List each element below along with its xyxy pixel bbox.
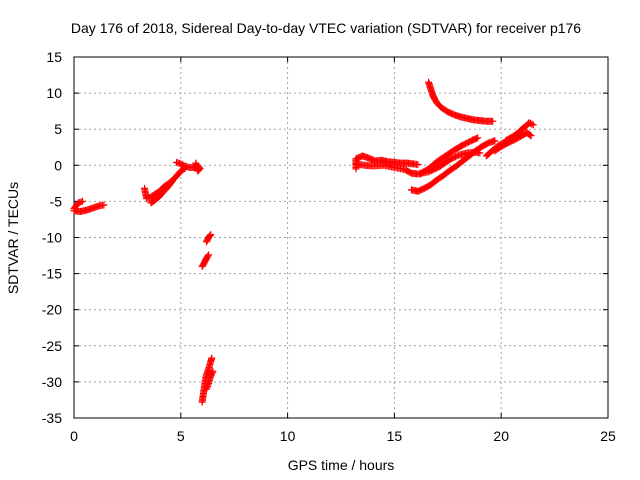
data-point xyxy=(192,159,200,167)
y-tick-label: -5 xyxy=(50,193,63,209)
data-point xyxy=(526,131,534,139)
y-tick-label: 5 xyxy=(54,121,62,137)
data-point xyxy=(206,232,214,240)
data-point xyxy=(100,201,108,209)
y-tick-label: 0 xyxy=(54,157,62,173)
y-tick-label: -30 xyxy=(42,374,62,390)
data-point xyxy=(207,231,215,239)
data-point xyxy=(208,354,216,362)
data-point xyxy=(167,178,175,186)
grid xyxy=(74,57,608,418)
y-axis-label: SDTVAR / TECUs xyxy=(5,182,21,294)
data-point xyxy=(528,120,536,128)
chart-title: Day 176 of 2018, Sidereal Day-to-day VTE… xyxy=(71,20,581,36)
data-point xyxy=(205,251,213,259)
y-tick-label: -35 xyxy=(42,410,62,426)
y-tick-label: -15 xyxy=(42,266,62,282)
data-point xyxy=(527,132,535,140)
x-tick-label: 20 xyxy=(493,428,509,444)
axis-ticks: 0 5 10 15 20 25 15 10 5 0 -5 -10 -15 -20 -25 -30 -35 xyxy=(42,49,616,444)
x-axis-label: GPS time / hours xyxy=(288,457,395,473)
data-point xyxy=(489,117,497,125)
data-marks xyxy=(70,78,537,406)
x-tick-label: 10 xyxy=(280,428,296,444)
y-tick-label: -25 xyxy=(42,338,62,354)
y-tick-label: 10 xyxy=(46,85,62,101)
x-tick-label: 25 xyxy=(600,428,616,444)
data-point xyxy=(204,252,212,260)
data-point xyxy=(79,197,87,205)
y-tick-label: -10 xyxy=(42,230,62,246)
data-point xyxy=(474,134,482,142)
y-tick-label: -20 xyxy=(42,302,62,318)
data-point xyxy=(414,161,422,169)
data-point xyxy=(491,137,499,145)
x-tick-label: 0 xyxy=(70,428,78,444)
data-point xyxy=(529,121,537,129)
x-tick-label: 15 xyxy=(387,428,403,444)
y-tick-label: 15 xyxy=(46,49,62,65)
data-point xyxy=(168,177,176,185)
data-point xyxy=(209,367,217,375)
x-tick-label: 5 xyxy=(177,428,185,444)
